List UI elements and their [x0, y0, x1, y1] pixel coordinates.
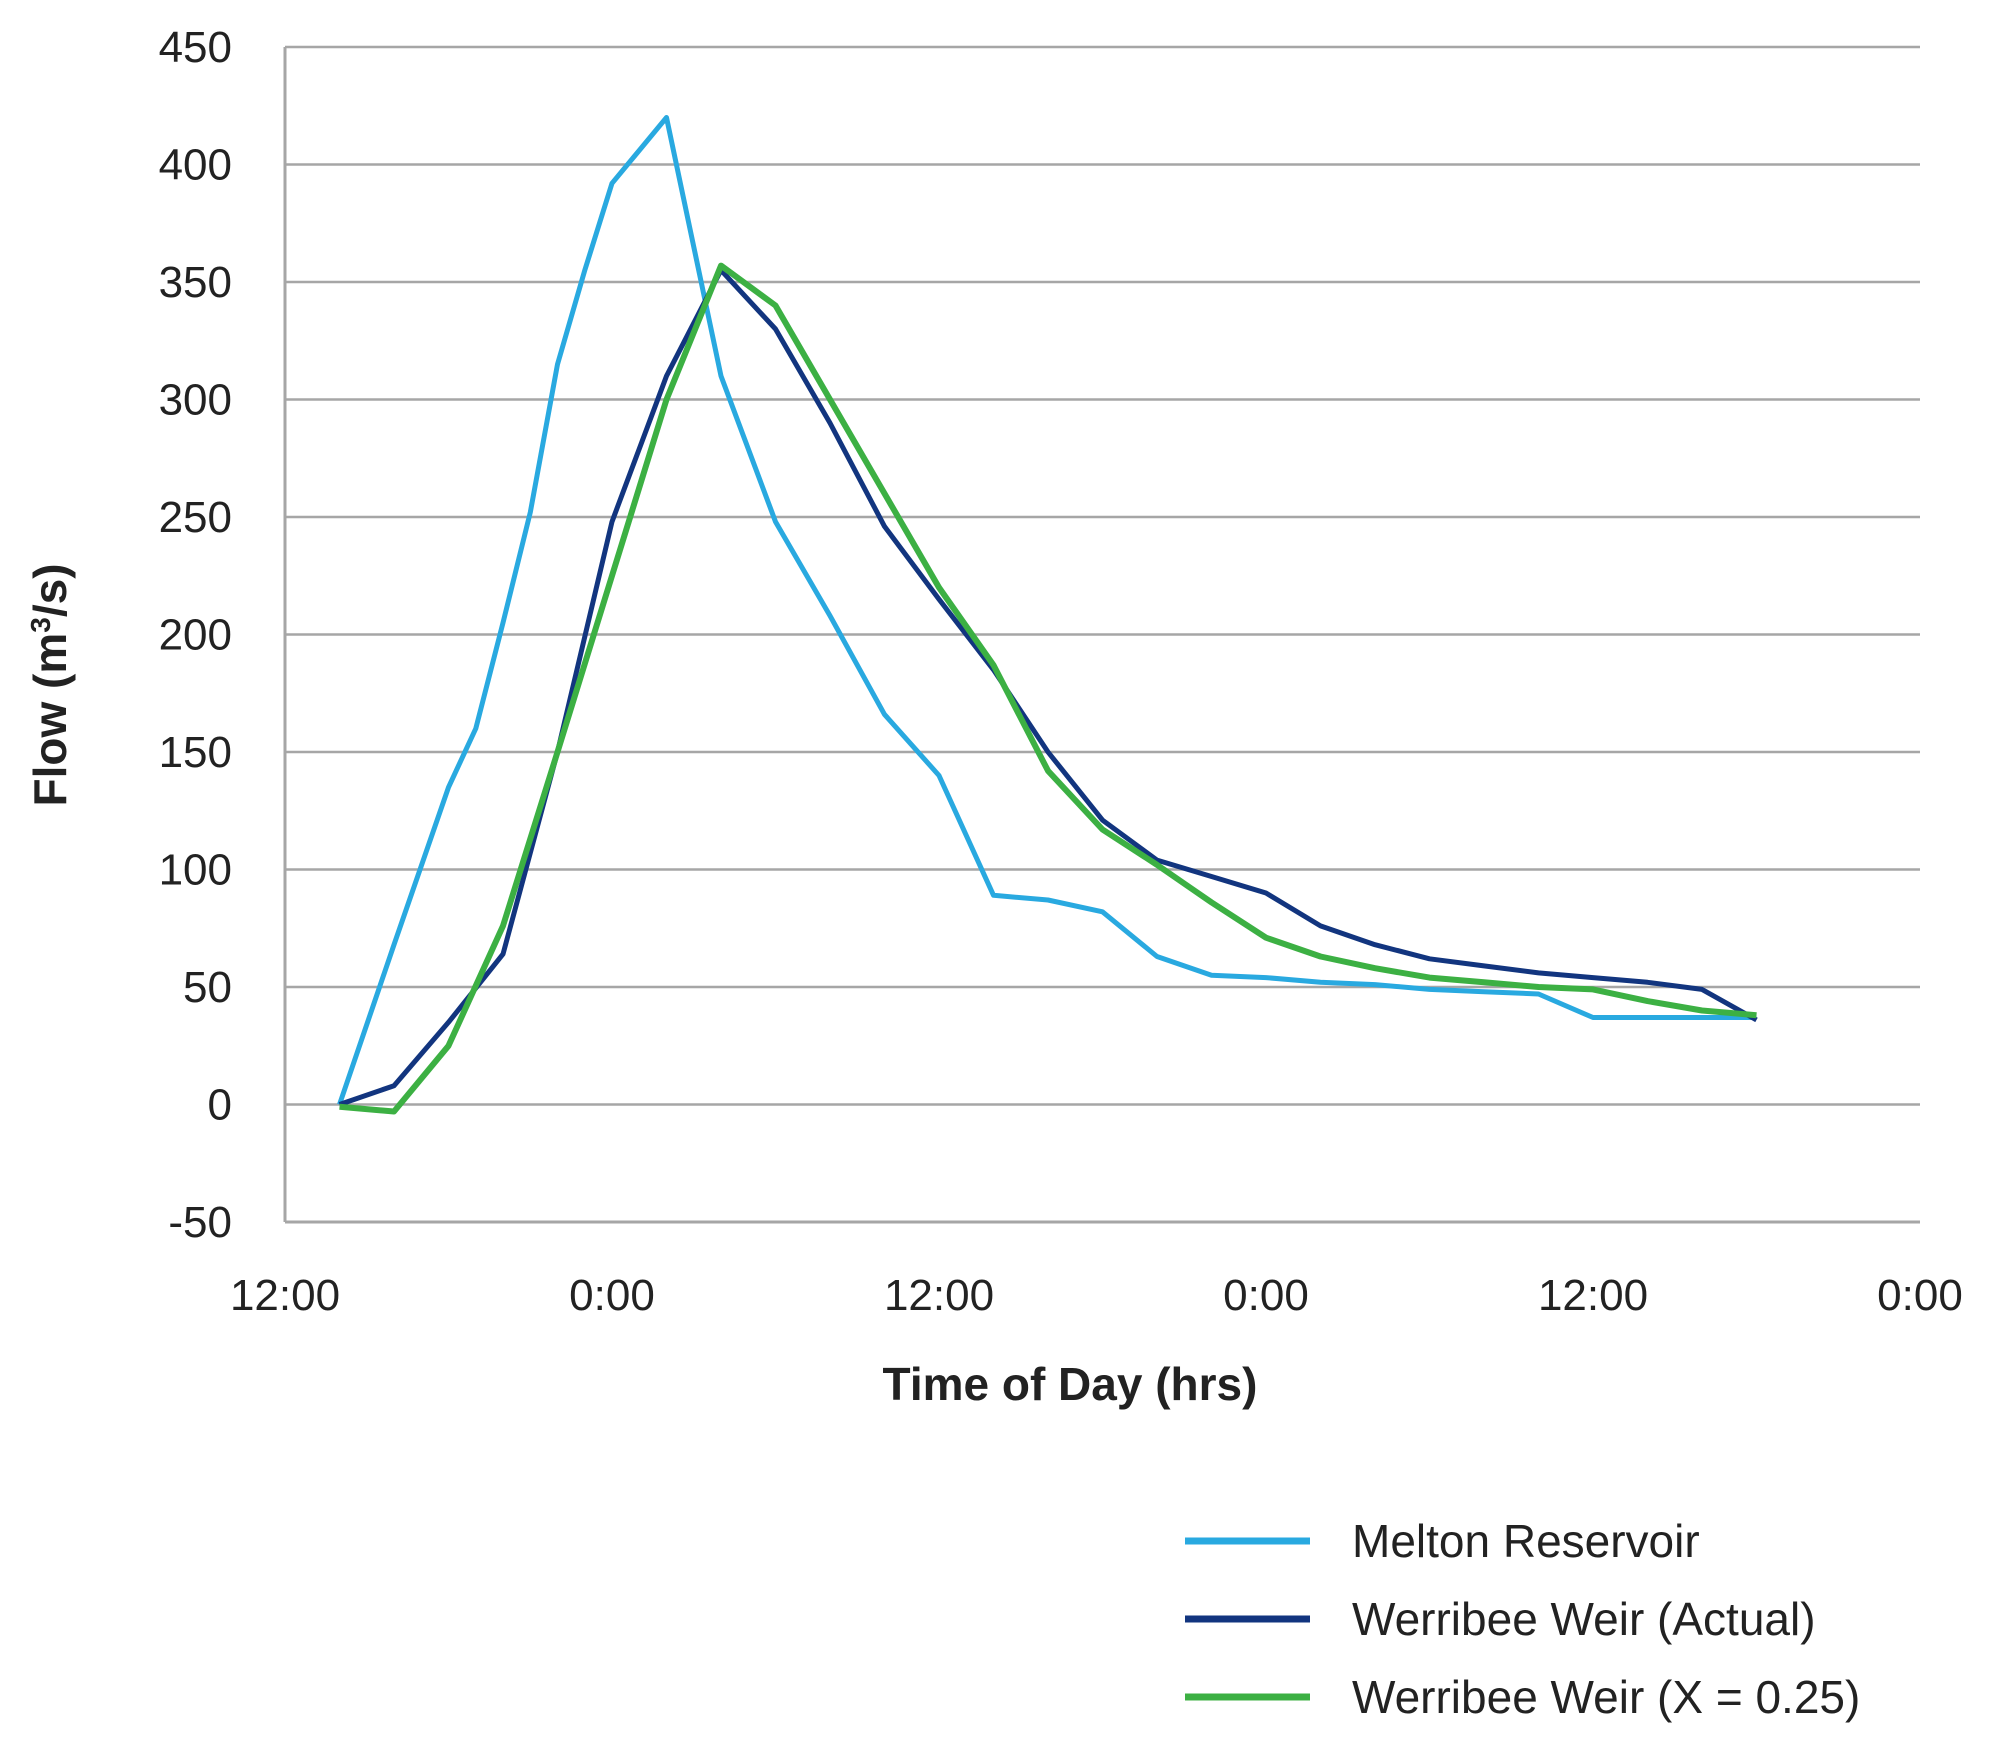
y-tick-label: 350	[159, 258, 232, 307]
y-tick-label: 450	[159, 23, 232, 72]
x-axis-title: Time of Day (hrs)	[883, 1358, 1258, 1410]
x-tick-labels: 12:00 0:00 12:00 0:00 12:00 0:00	[230, 1271, 1963, 1320]
y-tick-label: -50	[168, 1198, 232, 1247]
series-line-2	[338, 267, 1758, 1107]
series-line-3	[339, 262, 1757, 1115]
y-axis-title-sup: 3	[25, 617, 56, 633]
y-tick-label: 150	[159, 728, 232, 777]
legend-label: Werribee Weir (Actual)	[1352, 1593, 1816, 1645]
y-tick-label: 100	[159, 846, 232, 895]
x-tick-label: 12:00	[230, 1271, 340, 1320]
legend: Melton Reservoir Werribee Weir (Actual) We…	[1185, 1515, 1860, 1723]
legend-label: Melton Reservoir	[1352, 1515, 1700, 1567]
x-tick-label: 0:00	[1223, 1271, 1309, 1320]
axes	[283, 47, 1920, 1224]
legend-label: Werribee Weir (X = 0.25)	[1352, 1671, 1860, 1723]
series-line-1	[337, 115, 1757, 1106]
y-tick-label: 300	[159, 376, 232, 425]
series-lines	[337, 115, 1758, 1115]
y-tick-labels: -50 0 50 100 150 200 250 300 350 400 450	[159, 23, 232, 1247]
y-tick-label: 0	[208, 1081, 232, 1130]
x-tick-label: 0:00	[1877, 1271, 1963, 1320]
y-tick-label: 50	[183, 963, 232, 1012]
x-tick-label: 12:00	[1538, 1271, 1648, 1320]
x-tick-label: 12:00	[884, 1271, 994, 1320]
y-tick-label: 400	[159, 141, 232, 190]
y-tick-label: 200	[159, 611, 232, 660]
gridlines	[285, 45, 1920, 1106]
x-tick-label: 0:00	[569, 1271, 655, 1320]
y-axis-title-tail: /s)	[24, 563, 76, 617]
y-axis-title-main: Flow (m	[24, 633, 76, 807]
y-axis-title: Flow (m3/s)	[24, 563, 76, 806]
y-tick-label: 250	[159, 493, 232, 542]
